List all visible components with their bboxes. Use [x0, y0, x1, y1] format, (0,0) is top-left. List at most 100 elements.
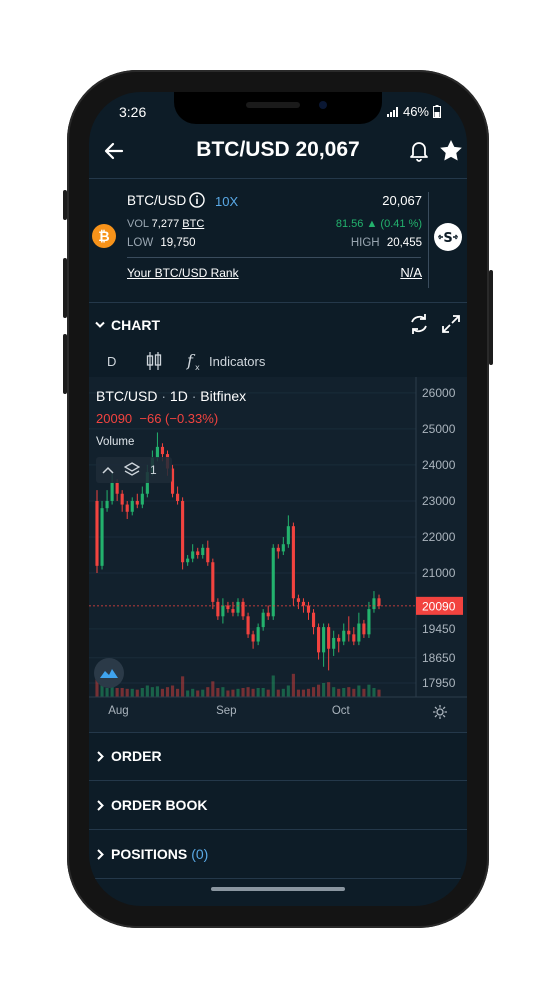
- candle-body: [256, 627, 260, 642]
- bell-icon[interactable]: [409, 140, 429, 162]
- candle-body: [352, 634, 356, 642]
- volume-bar: [231, 689, 235, 697]
- volume-bar: [317, 684, 321, 697]
- legend-interval: 1D: [169, 388, 188, 404]
- volume-bar: [216, 688, 220, 697]
- volume-bar: [357, 685, 361, 697]
- rank-link[interactable]: Your BTC/USD Rank: [127, 266, 239, 280]
- candle-body: [266, 612, 270, 617]
- legend-pair: BTC/USD: [96, 388, 158, 404]
- interval-button[interactable]: D: [107, 354, 117, 369]
- camera: [319, 101, 327, 109]
- candle-body: [261, 612, 265, 628]
- volume-bar: [181, 676, 185, 697]
- volume-down-button: [63, 334, 67, 394]
- tradingview-logo-icon[interactable]: [94, 658, 124, 688]
- candle-body: [130, 500, 134, 512]
- candles-icon[interactable]: [146, 351, 162, 371]
- indicators-button[interactable]: Indicators: [209, 354, 266, 369]
- vol-label: VOL: [127, 218, 149, 230]
- volume-bar: [135, 689, 139, 697]
- candle-body: [120, 493, 124, 505]
- chart-section-label: CHART: [111, 317, 160, 333]
- layers-icon[interactable]: [124, 462, 140, 478]
- y-tick-label: 22000: [422, 530, 456, 544]
- candle-body: [110, 482, 114, 501]
- candle-body: [276, 547, 280, 552]
- power-button: [489, 270, 493, 365]
- candle-body: [125, 504, 129, 512]
- volume-bar: [241, 688, 245, 697]
- legend-dot-1: ·: [161, 388, 167, 404]
- leverage-badge[interactable]: 10X: [215, 194, 239, 209]
- volume-bar: [186, 690, 190, 697]
- refresh-icon[interactable]: [408, 313, 430, 335]
- volume-bar: [256, 688, 260, 697]
- order-section[interactable]: ORDER: [89, 732, 467, 780]
- home-indicator[interactable]: [211, 887, 345, 891]
- candle-body: [241, 601, 245, 617]
- positions-count: (0): [191, 846, 209, 862]
- volume-bar: [246, 687, 250, 697]
- volume-bar: [347, 687, 351, 697]
- volume-bar: [196, 690, 200, 697]
- candle-body: [105, 500, 109, 509]
- volume-bar: [155, 686, 159, 697]
- volume-bar: [261, 688, 265, 697]
- chart-section-header[interactable]: CHART: [89, 312, 467, 338]
- y-tick-label: 26000: [422, 386, 456, 400]
- chart-bottom-divider: [89, 732, 467, 733]
- star-icon[interactable]: [440, 140, 462, 161]
- price-chart[interactable]: 26000 25000 24000 23000 22000 21000 19450 18650…: [89, 377, 467, 732]
- order-divider: [89, 780, 467, 781]
- layer-count: 1: [150, 463, 157, 477]
- order-book-section[interactable]: ORDER BOOK: [89, 781, 467, 829]
- chevron-right-icon: [97, 799, 104, 811]
- header-divider: [89, 178, 467, 179]
- volume-bar: [130, 688, 134, 697]
- order-book-divider: [89, 829, 467, 830]
- low-row: LOW 19,750: [127, 237, 196, 249]
- settings-icon[interactable]: [432, 704, 448, 720]
- candle-body: [201, 547, 205, 556]
- order-label: ORDER: [111, 748, 162, 764]
- candle-body: [251, 634, 255, 642]
- candle-body: [216, 601, 220, 617]
- y-tick-label: 19450: [422, 622, 456, 636]
- back-arrow-icon[interactable]: [104, 142, 124, 160]
- info-icon[interactable]: [189, 192, 205, 208]
- svg-text:x: x: [195, 363, 200, 372]
- candle-body: [347, 630, 351, 635]
- transfer-icon[interactable]: S: [434, 223, 462, 251]
- collapse-icon[interactable]: [102, 466, 114, 474]
- legend-controls[interactable]: 1: [96, 457, 172, 483]
- volume-bar: [251, 688, 255, 697]
- volume-bar: [110, 685, 114, 697]
- volume-bar: [286, 685, 290, 697]
- volume-bar: [276, 689, 280, 697]
- candle-body: [160, 446, 165, 455]
- candle-body: [181, 500, 185, 563]
- page-title: BTC/USD 20,067: [196, 138, 360, 161]
- ticker-bottom-divider: [89, 302, 467, 303]
- positions-section[interactable]: POSITIONS (0): [89, 830, 467, 878]
- expand-icon[interactable]: [441, 314, 461, 334]
- y-tick-label: 17950: [422, 676, 456, 690]
- candle-body: [95, 500, 99, 566]
- candle-body: [271, 547, 275, 617]
- price-change: 81.56 ▲ (0.41 %): [335, 218, 422, 230]
- volume-bar: [100, 677, 104, 697]
- volume-bar: [95, 673, 99, 697]
- candle-body: [372, 598, 376, 610]
- volume-bar: [332, 687, 336, 697]
- candle-body: [135, 500, 139, 505]
- candle-body: [140, 493, 144, 505]
- candle-body: [231, 609, 235, 613]
- battery-text: 46%: [402, 104, 429, 119]
- volume-row: VOL 7,277 BTC: [127, 218, 204, 230]
- volume-bar: [266, 689, 270, 697]
- vol-value: 7,277: [151, 218, 180, 230]
- candle-body: [362, 623, 366, 635]
- svg-text:S: S: [443, 231, 452, 246]
